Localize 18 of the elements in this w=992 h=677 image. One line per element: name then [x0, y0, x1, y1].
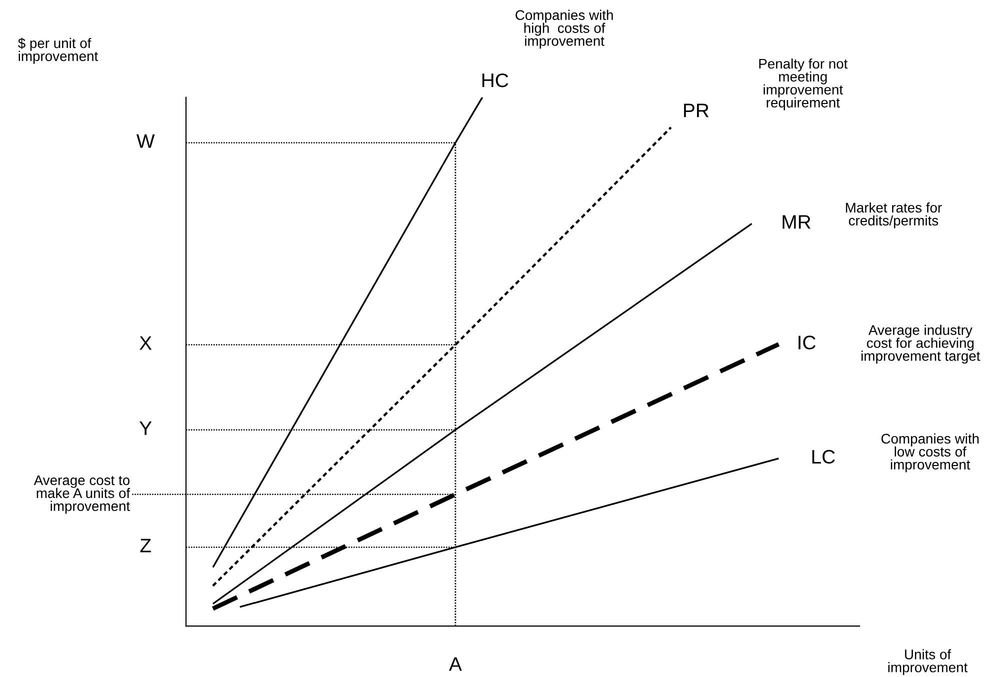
text: Companies with high costs of improvement [516, 10, 613, 49]
x-axis-title: Units of improvement [888, 649, 968, 676]
series-label: PR [684, 104, 709, 118]
ref-line-label: X [140, 336, 152, 350]
annotation: Penalty for not meeting improvement requirement [759, 58, 848, 110]
ref-line-label: Average cost to make A units of improvement [34, 475, 130, 514]
text: Average industry cost for achieving improvement target [862, 324, 980, 364]
series-label: MR [782, 215, 810, 229]
series-label: LC [812, 450, 835, 464]
ref-line-label: W [136, 134, 155, 148]
text: A [448, 657, 462, 671]
text: Companies with low costs of improvement [881, 433, 979, 472]
ref-line-label: Y [140, 422, 152, 435]
ref-line-label: Z [140, 538, 151, 552]
series-label: IC [798, 336, 816, 350]
annotation: Market rates for credits/permits [846, 202, 942, 228]
text: $ per unit of improvement [18, 38, 98, 64]
series-label: HC [482, 73, 508, 88]
